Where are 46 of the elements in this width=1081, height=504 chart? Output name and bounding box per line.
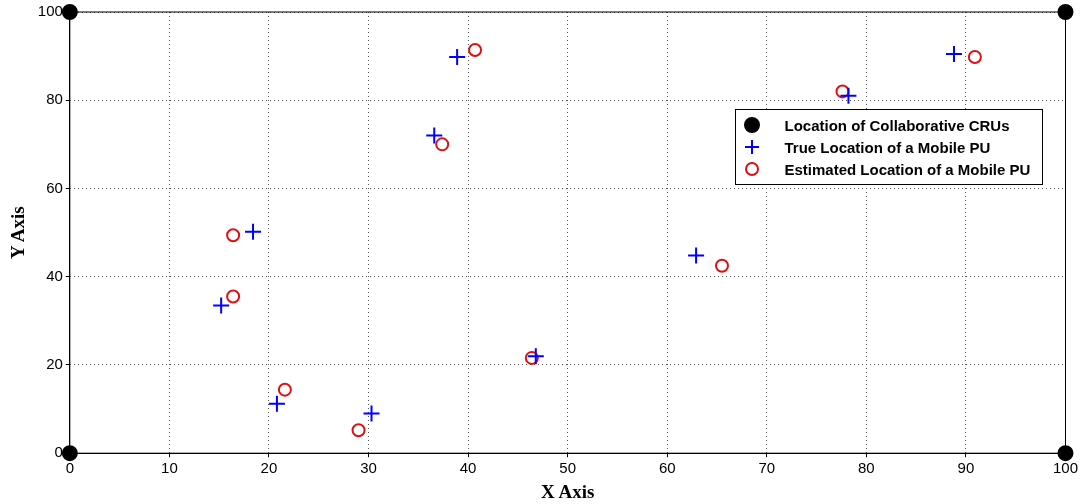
point [1057, 445, 1074, 462]
y-axis-title: Y Axis [7, 206, 29, 259]
point [944, 44, 963, 63]
point [61, 4, 78, 20]
y-tick-label: 20 [46, 355, 63, 373]
point [835, 84, 850, 99]
point [967, 50, 982, 64]
x-tick-label: 0 [65, 459, 74, 477]
x-tick-label: 40 [459, 459, 477, 477]
point [351, 423, 366, 438]
x-tick-label: 80 [858, 459, 875, 477]
point [277, 382, 292, 397]
point [435, 137, 450, 152]
y-tick-label: 80 [46, 90, 63, 108]
point [226, 289, 241, 304]
point [714, 258, 729, 273]
point [425, 126, 444, 145]
x-tick-label: 10 [161, 459, 178, 477]
x-tick-label: 90 [957, 459, 975, 477]
x-tick-label: 20 [260, 459, 278, 477]
point [212, 296, 231, 315]
point [687, 246, 706, 265]
point [448, 48, 467, 66]
y-tick-label: 100 [37, 2, 63, 20]
point [267, 394, 286, 413]
point [244, 222, 263, 241]
point [468, 42, 483, 57]
point [524, 350, 539, 365]
legend-label: Estimated Location of a Mobile PU [784, 160, 1031, 178]
y-tick-label: 0 [54, 443, 63, 461]
legend-label: True Location of a Mobile PU [784, 138, 991, 156]
x-tick-label: 60 [658, 459, 676, 477]
point [362, 404, 381, 423]
x-tick-label: 70 [758, 459, 776, 477]
point [526, 347, 545, 366]
y-tick-label: 60 [46, 178, 63, 196]
y-tick-label: 40 [46, 266, 63, 284]
legend-label: Location of Collaborative CRUs [784, 116, 1010, 134]
point [226, 228, 241, 243]
point [61, 445, 78, 462]
point [839, 86, 858, 105]
x-tick-label: 50 [559, 459, 576, 477]
x-tick-label: 100 [1052, 459, 1078, 477]
x-tick-label: 30 [360, 459, 377, 477]
point [1057, 4, 1074, 20]
x-axis-title: X Axis [540, 480, 595, 502]
